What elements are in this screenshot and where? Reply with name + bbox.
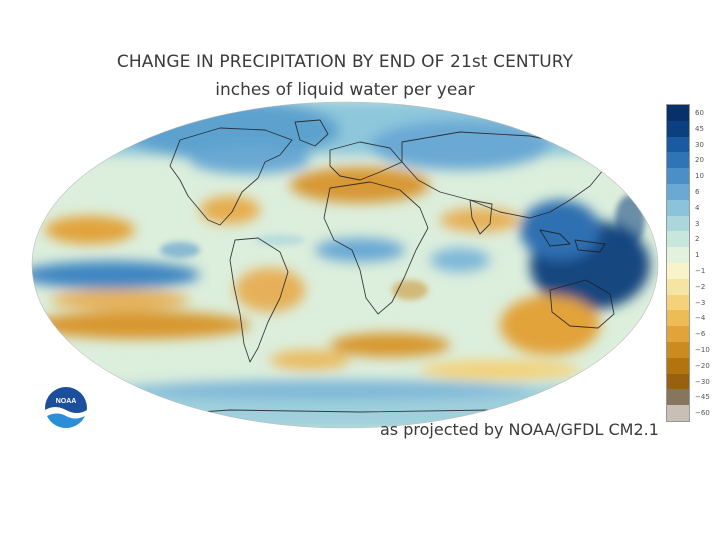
legend-swatch	[667, 231, 689, 248]
legend-tick-label: −10	[695, 345, 710, 354]
legend-swatch	[667, 326, 689, 343]
legend-swatch	[667, 247, 689, 264]
legend-tick-label: −3	[695, 298, 706, 307]
legend-tick-label: 1	[695, 251, 700, 260]
legend-tick-label: 45	[695, 124, 704, 133]
legend-tick-label: 2	[695, 235, 700, 244]
model-credit: as projected by NOAA/GFDL CM2.1	[380, 420, 659, 439]
legend-tick-label: −1	[695, 266, 706, 275]
legend-tick-label: 10	[695, 172, 704, 181]
legend-swatch	[667, 405, 689, 422]
legend-swatch	[667, 310, 689, 327]
legend-swatch	[667, 152, 689, 169]
map-title: CHANGE IN PRECIPITATION BY END OF 21st C…	[116, 52, 574, 72]
legend-swatch	[667, 105, 689, 122]
legend-swatch	[667, 215, 689, 232]
legend-tick-label: 30	[695, 140, 704, 149]
legend-tick-label: −30	[695, 377, 710, 386]
legend-tick-label: 4	[695, 203, 700, 212]
legend-tick-label: 60	[695, 108, 704, 117]
color-legend: 60 45 30 20 10 6 4 3 2 1 −1 −2 −3 −4 −6 −10 −20 −30 −45 −60	[666, 104, 710, 422]
map-subtitle: inches of liquid water per year	[215, 80, 475, 100]
legend-swatch	[667, 278, 689, 296]
legend-swatch	[667, 389, 689, 406]
legend-swatch	[667, 168, 689, 185]
precipitation-change-map	[31, 101, 659, 429]
legend-swatch	[667, 373, 689, 390]
legend-swatch	[667, 357, 689, 375]
legend-tick-label: −45	[695, 393, 710, 402]
legend-swatch	[667, 342, 689, 359]
legend-swatch	[667, 263, 689, 280]
legend-swatch	[667, 294, 689, 311]
legend-tick-label: 6	[695, 187, 700, 196]
legend-tick-label: −4	[695, 314, 706, 323]
legend-tick-label: −60	[695, 409, 710, 418]
legend-swatch	[667, 120, 689, 138]
legend-swatch	[667, 136, 689, 153]
legend-tick-label: −6	[695, 330, 706, 339]
legend-tick-label: −2	[695, 282, 706, 291]
noaa-logo-text: NOAA	[56, 398, 77, 405]
legend-tick-label: −20	[695, 361, 710, 370]
legend-swatch	[667, 184, 689, 201]
legend-swatch	[667, 199, 689, 217]
legend-tick-label: 20	[695, 156, 704, 165]
legend-tick-label: 3	[695, 219, 700, 228]
noaa-logo-icon: NOAA	[45, 387, 87, 430]
